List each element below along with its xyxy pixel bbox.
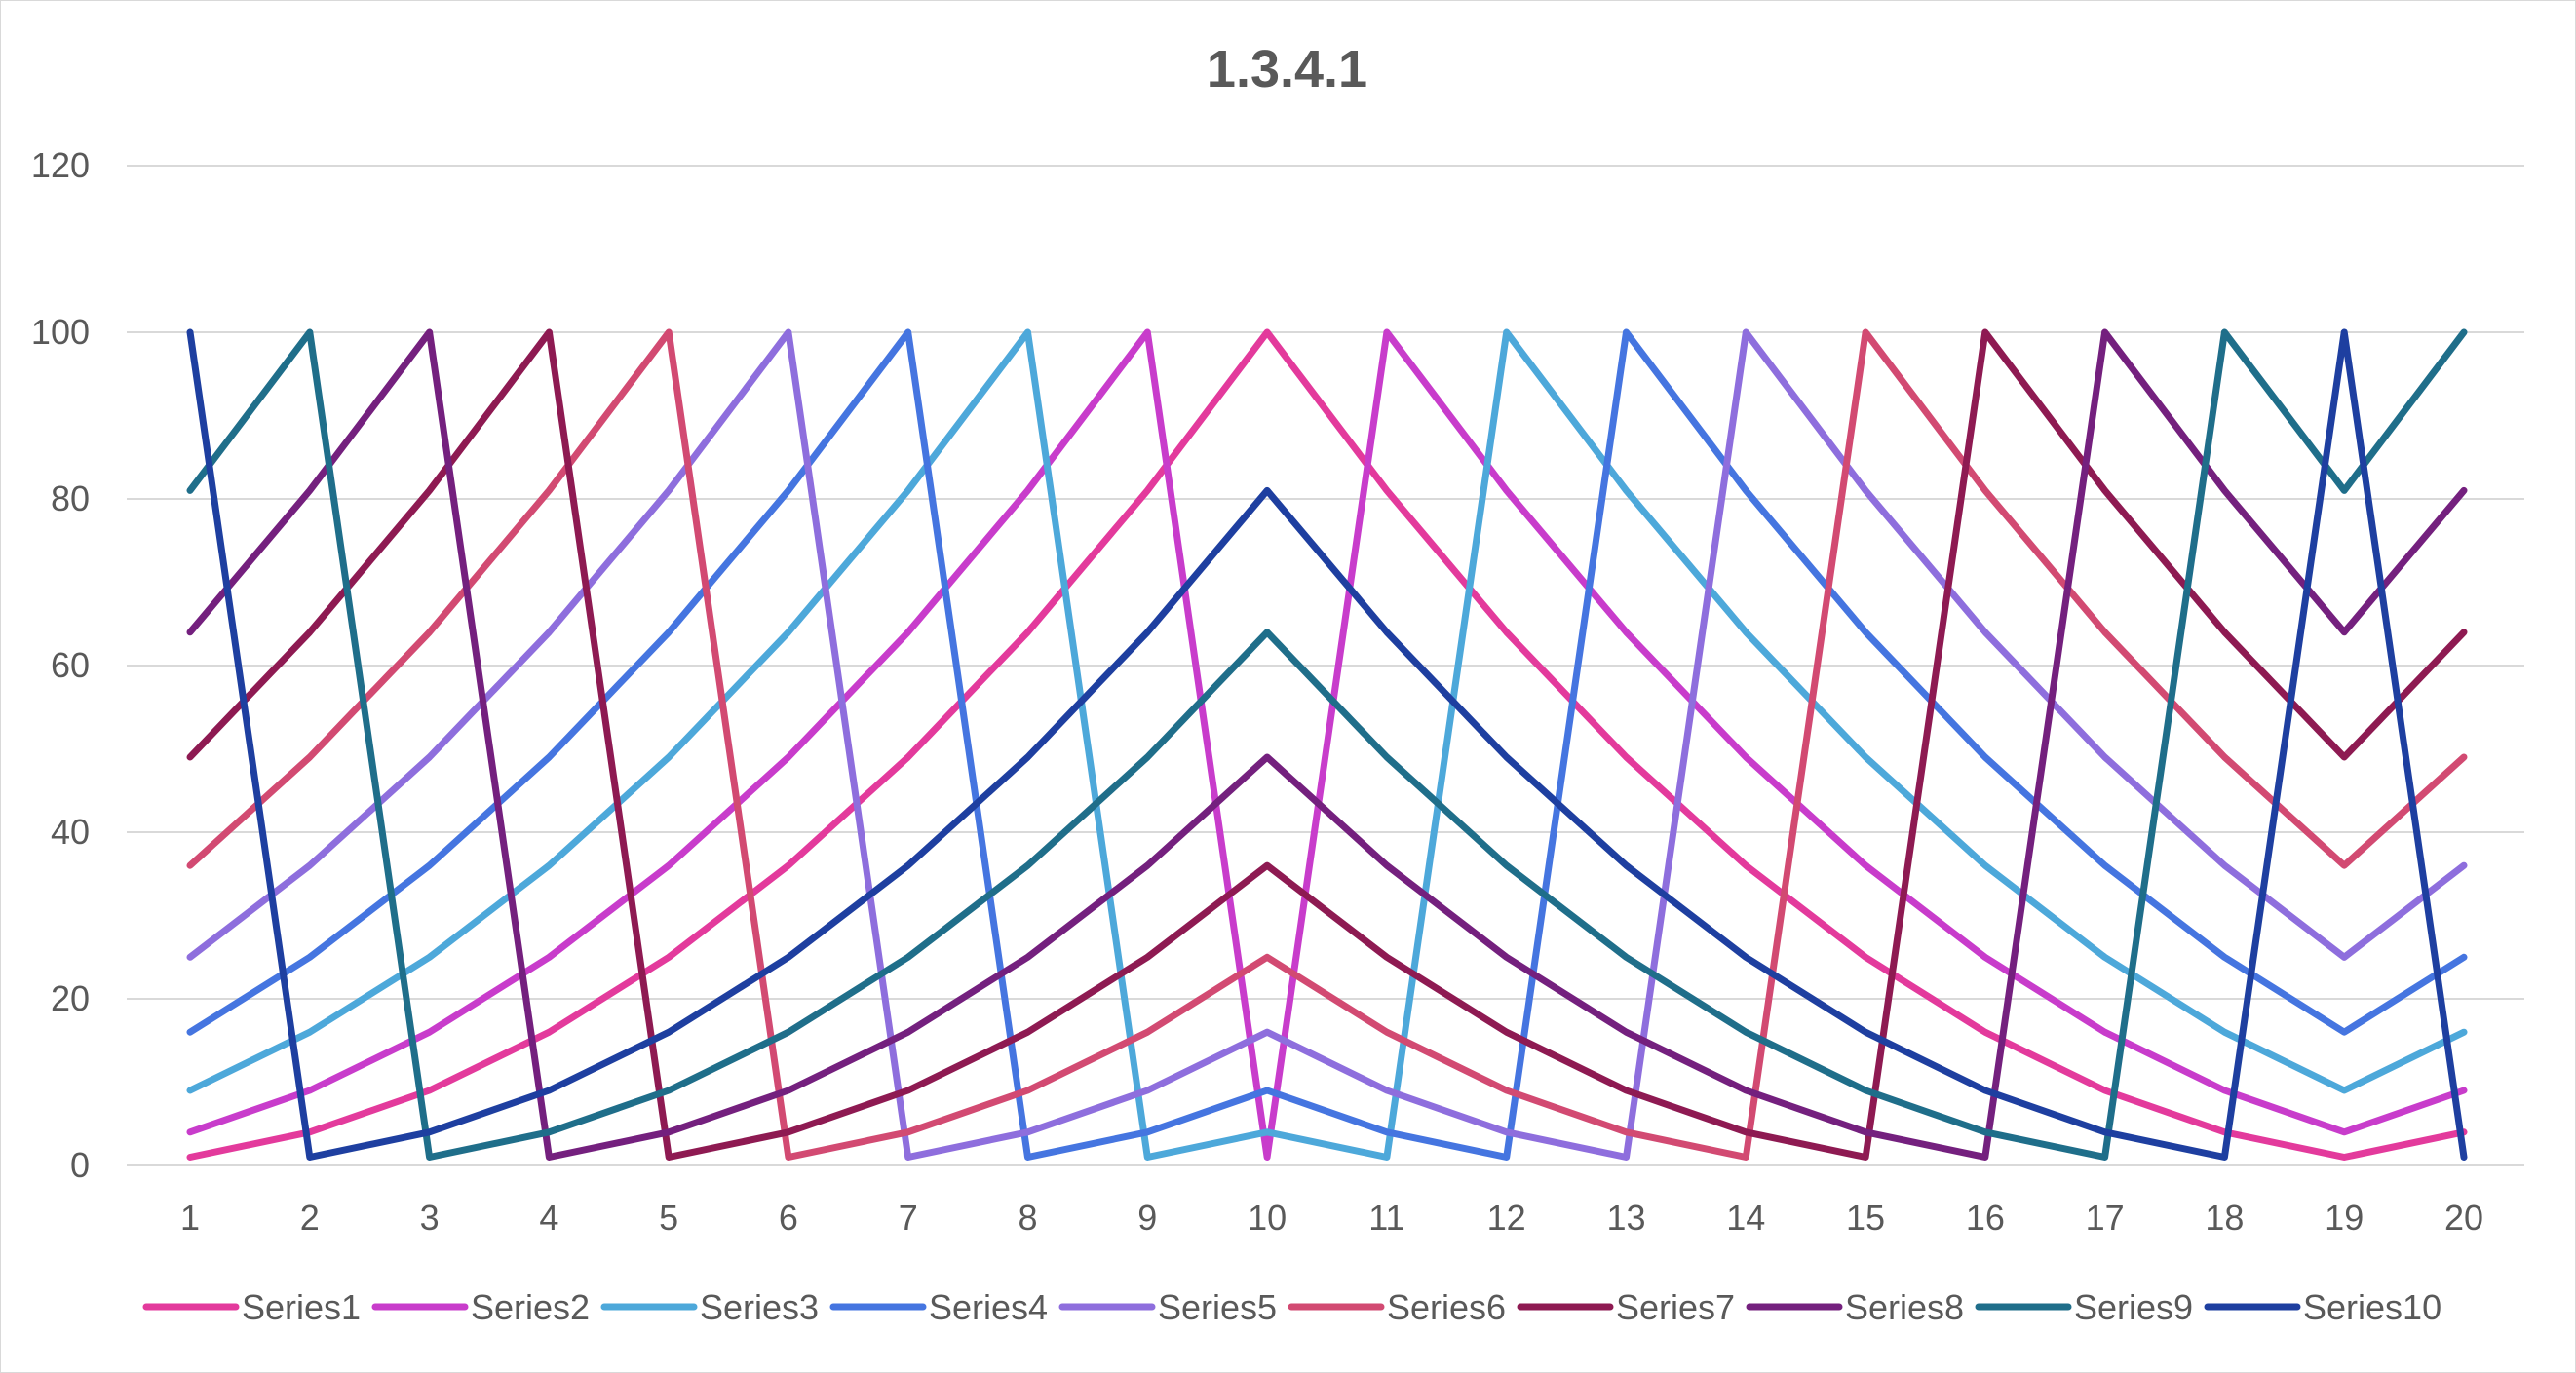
legend-label: Series6 — [1387, 1287, 1506, 1327]
x-tick-label: 16 — [1966, 1198, 2005, 1238]
x-tick-label: 9 — [1137, 1198, 1157, 1238]
series-lines — [186, 328, 2468, 1161]
series-line-4 — [186, 328, 2468, 1161]
series-line-3 — [186, 328, 2468, 1161]
x-tick-label: 20 — [2444, 1198, 2483, 1238]
x-tick-label: 6 — [779, 1198, 798, 1238]
x-tick-label: 15 — [1846, 1198, 1885, 1238]
gridlines — [127, 165, 2524, 1166]
y-axis-tick-labels: 0 20 40 60 80 100 120 — [31, 145, 90, 1185]
series-line-2 — [186, 328, 2468, 1161]
x-tick-label: 8 — [1019, 1198, 1038, 1238]
y-tick-label: 120 — [31, 145, 90, 185]
x-tick-label: 1 — [180, 1198, 200, 1238]
x-tick-label: 10 — [1248, 1198, 1287, 1238]
y-tick-label: 40 — [51, 812, 90, 852]
y-tick-label: 100 — [31, 312, 90, 352]
series-line-1 — [186, 328, 2468, 1161]
x-tick-label: 4 — [539, 1198, 558, 1238]
x-tick-label: 13 — [1606, 1198, 1645, 1238]
legend-label: Series5 — [1158, 1287, 1277, 1327]
x-tick-label: 7 — [899, 1198, 918, 1238]
x-tick-label: 17 — [2086, 1198, 2125, 1238]
y-tick-label: 0 — [70, 1145, 90, 1185]
series-line-5 — [186, 328, 2468, 1161]
x-tick-label: 11 — [1368, 1198, 1404, 1238]
series-line-8 — [186, 328, 2468, 1161]
legend-label: Series8 — [1845, 1287, 1964, 1327]
series-line-9 — [186, 328, 2468, 1161]
x-axis-tick-labels: 1 2 3 4 5 6 7 8 9 10 11 12 13 14 15 16 17 18 19 20 — [180, 1198, 2483, 1238]
legend-label: Series9 — [2074, 1287, 2193, 1327]
x-tick-label: 19 — [2325, 1198, 2364, 1238]
x-tick-label: 14 — [1726, 1198, 1765, 1238]
y-tick-label: 60 — [51, 645, 90, 685]
x-tick-label: 12 — [1487, 1198, 1526, 1238]
x-tick-label: 2 — [300, 1198, 320, 1238]
legend-label: Series2 — [471, 1287, 590, 1327]
legend-label: Series10 — [2303, 1287, 2441, 1327]
x-tick-label: 5 — [659, 1198, 678, 1238]
legend-label: Series4 — [929, 1287, 1048, 1327]
y-tick-label: 80 — [51, 478, 90, 518]
x-tick-label: 3 — [420, 1198, 440, 1238]
legend-label: Series1 — [242, 1287, 361, 1327]
legend: Series1 Series2 Series3 Series4 Series5 Serie… — [142, 1287, 2441, 1327]
chart-title: 1.3.4.1 — [1206, 40, 1368, 98]
series-line-10 — [186, 328, 2468, 1161]
legend-label: Series3 — [700, 1287, 819, 1327]
y-tick-label: 20 — [51, 978, 90, 1018]
x-tick-label: 18 — [2205, 1198, 2244, 1238]
legend-label: Series7 — [1616, 1287, 1735, 1327]
